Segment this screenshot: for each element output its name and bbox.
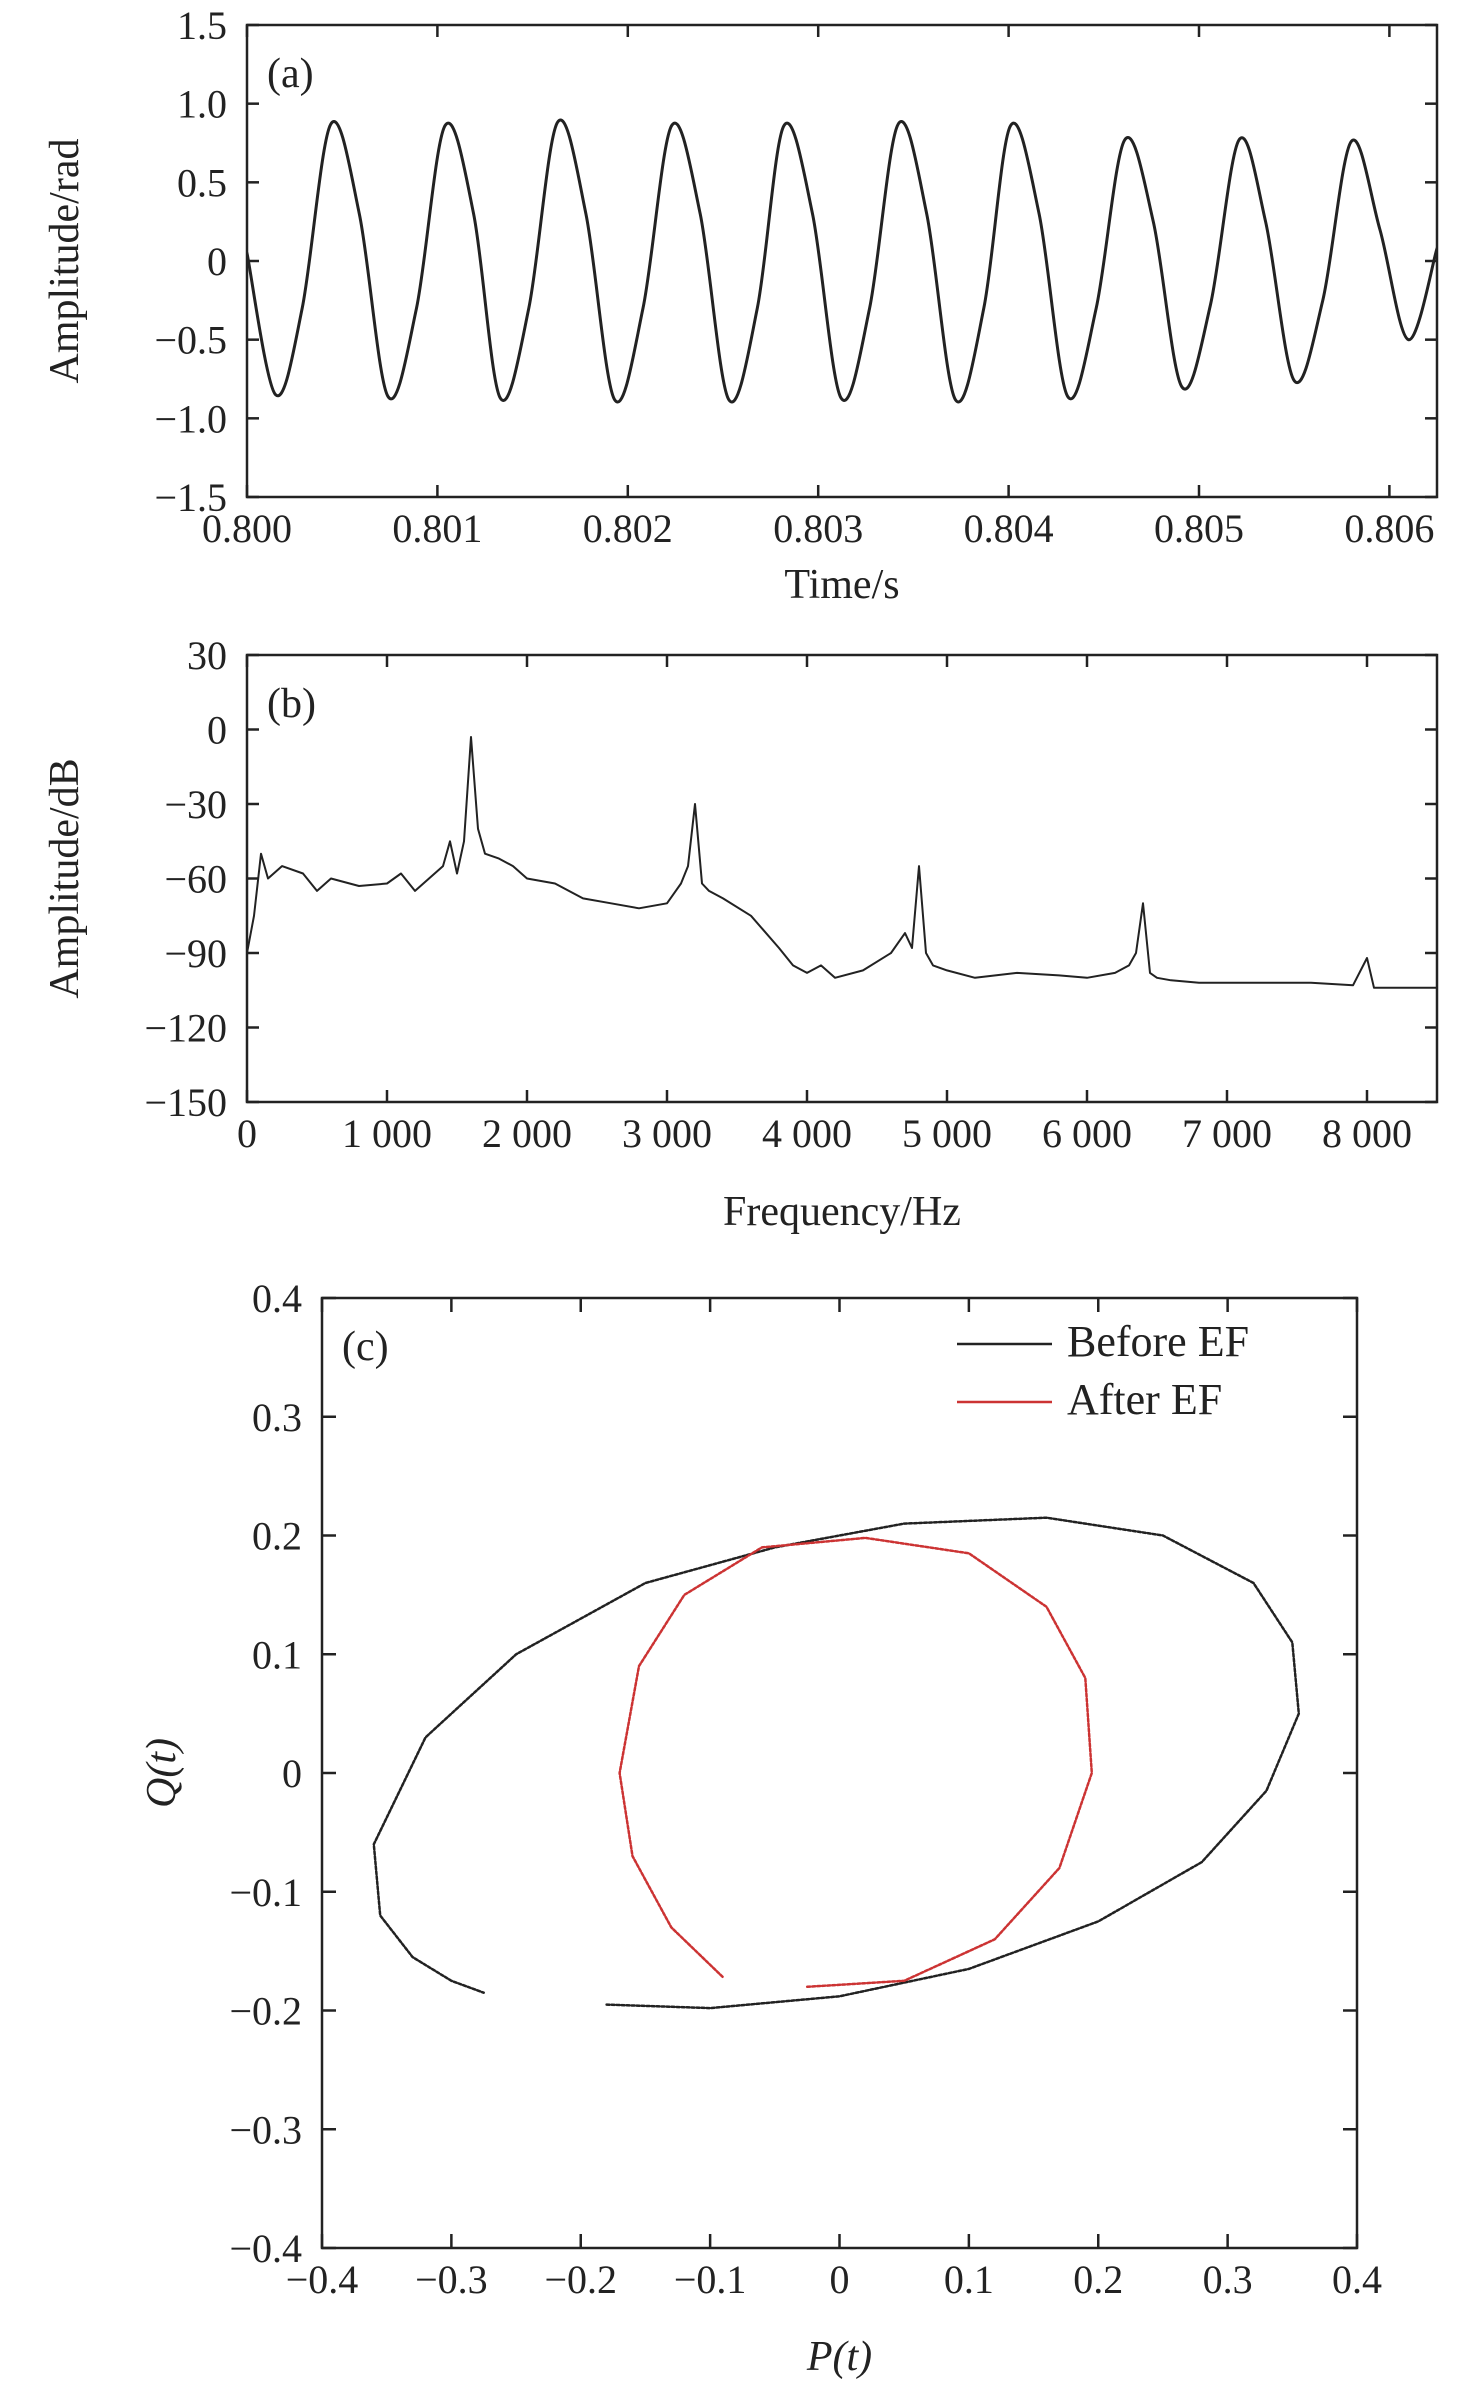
y-tick-label: 0.4	[252, 1276, 302, 1321]
y-tick-label: −0.5	[154, 318, 227, 363]
x-tick-label: 0.805	[1154, 506, 1244, 551]
y-tick-label: −60	[164, 857, 227, 902]
x-tick-label: −0.3	[415, 2257, 488, 2302]
panel-label: (a)	[267, 51, 314, 97]
x-tick-label: 0.801	[392, 506, 482, 551]
y-tick-label: 0	[207, 239, 227, 284]
x-tick-label: 0.4	[1332, 2257, 1382, 2302]
y-tick-label: 0.3	[252, 1395, 302, 1440]
series-line-2	[618, 1536, 1094, 1989]
x-tick-label: −0.1	[674, 2257, 747, 2302]
x-tick-label: 7 000	[1182, 1111, 1272, 1156]
y-tick-label: −90	[164, 931, 227, 976]
plot-frame	[320, 1296, 1359, 2250]
x-tick-label: 0.3	[1203, 2257, 1253, 2302]
legend-label: After EF	[1067, 1375, 1222, 1424]
x-tick-label: 0	[830, 2257, 850, 2302]
x-tick-label: 3 000	[622, 1111, 712, 1156]
x-tick-label: −0.2	[544, 2257, 617, 2302]
x-tick-label: 5 000	[902, 1111, 992, 1156]
x-tick-label: 6 000	[1042, 1111, 1132, 1156]
y-tick-label: 0	[207, 708, 227, 753]
x-tick-label: 4 000	[762, 1111, 852, 1156]
x-tick-label: 0.1	[944, 2257, 994, 2302]
series-line-1	[247, 736, 1437, 989]
x-tick-label: 0.802	[583, 506, 673, 551]
series-line-1	[372, 1516, 1301, 2010]
panel-label: (c)	[342, 1324, 389, 1370]
plot-frame	[245, 23, 1439, 499]
panel-c: −0.4 −0.3 −0.2 −0.1 0 0.1 0.2 0.3 0.4 −0.4 −0.3 −0.…	[139, 1276, 1382, 2380]
series-line-1	[247, 118, 1437, 404]
x-axis-title: P(t)	[806, 2334, 872, 2380]
y-tick-label: −150	[144, 1080, 227, 1125]
y-tick-label: −0.2	[229, 1989, 302, 2034]
y-tick-label: 1.5	[177, 3, 227, 48]
y-axis-title: Q(t)	[139, 1738, 185, 1808]
y-axis-title: Amplitude/dB	[42, 758, 88, 998]
x-tick-label: −0.4	[286, 2257, 359, 2302]
x-tick-label: 8 000	[1322, 1111, 1412, 1156]
legend-label: Before EF	[1067, 1317, 1249, 1366]
y-tick-label: −30	[164, 782, 227, 827]
y-tick-label: 0.1	[252, 1632, 302, 1677]
y-tick-label: 0.2	[252, 1514, 302, 1559]
panel-a: 0.800 0.801 0.802 0.803 0.804 0.805 0.806 −1.5 −…	[42, 3, 1439, 608]
x-tick-label: 0.806	[1344, 506, 1434, 551]
plot-frame	[245, 653, 1439, 1104]
x-tick-label: 1 000	[342, 1111, 432, 1156]
y-tick-label: −0.4	[229, 2226, 302, 2271]
y-tick-label: −0.1	[229, 1870, 302, 1915]
y-tick-label: 30	[187, 633, 227, 678]
y-tick-label: 0.5	[177, 160, 227, 205]
panel-b: 0 1 000 2 000 3 000 4 000 5 000 6 000 7 000 8 00…	[42, 633, 1439, 1235]
x-axis-title: Time/s	[784, 562, 899, 608]
y-tick-label: −0.3	[229, 2107, 302, 2152]
x-tick-label: 0.804	[964, 506, 1054, 551]
x-tick-label: 2 000	[482, 1111, 572, 1156]
x-tick-label: 0.2	[1073, 2257, 1123, 2302]
y-axis-title: Amplitude/rad	[42, 139, 88, 384]
y-tick-label: 0	[282, 1751, 302, 1796]
x-tick-label: 0.800	[202, 506, 292, 551]
panel-label: (b)	[267, 681, 316, 727]
y-tick-label: −1.0	[154, 396, 227, 441]
x-tick-label: 0	[237, 1111, 257, 1156]
y-tick-label: −120	[144, 1006, 227, 1051]
x-tick-label: 0.803	[773, 506, 863, 551]
y-tick-label: −1.5	[154, 475, 227, 520]
y-tick-label: 1.0	[177, 82, 227, 127]
x-axis-title: Frequency/Hz	[723, 1189, 961, 1235]
